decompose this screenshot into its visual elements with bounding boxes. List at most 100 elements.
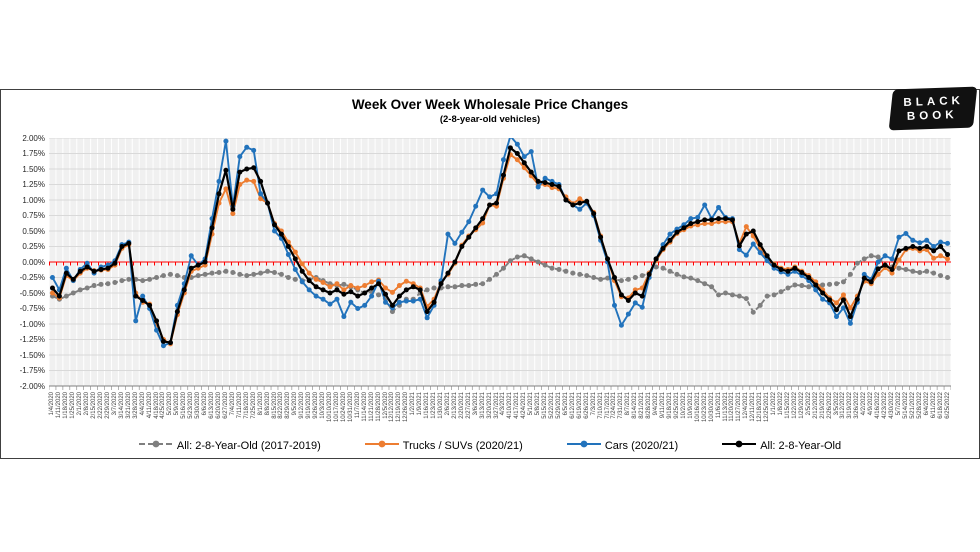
x-tick-label: 6/11/2022 (930, 392, 937, 419)
x-tick-label: 11/27/2021 (736, 392, 743, 422)
x-tick-label: 1/9/2021 (417, 392, 424, 416)
x-tick-label: 8/22/2020 (278, 392, 285, 419)
x-tick-label: 7/18/2020 (243, 392, 250, 419)
x-tick-label: 10/16/2021 (694, 392, 701, 423)
x-tick-label: 9/18/2021 (666, 392, 673, 419)
x-tick-label: 8/28/2021 (646, 392, 653, 419)
x-tick-label: 2/6/2021 (444, 392, 451, 416)
x-tick-label: 5/16/2020 (181, 392, 188, 419)
x-tick-label: 10/2/2021 (680, 392, 687, 419)
x-tick-label: 9/4/2021 (653, 392, 660, 416)
x-tick-label: 5/7/2022 (895, 392, 902, 416)
x-tick-label: 12/26/2020 (403, 392, 410, 423)
y-tick-label: 1.50% (22, 164, 45, 174)
chart-subtitle: (2-8-year-old vehicles) (439, 114, 541, 125)
x-tick-label: 3/7/2020 (111, 392, 118, 416)
y-tick-label: -0.50% (19, 288, 45, 298)
blackbook-logo: BLACK BOOK (888, 86, 978, 131)
x-tick-label: 5/30/2020 (195, 392, 202, 419)
y-tick-label: -1.00% (19, 319, 45, 329)
y-tick-label: 2.00% (22, 133, 45, 143)
x-tick-label: 5/23/2020 (188, 392, 195, 419)
x-tick-label: 8/7/2021 (625, 392, 632, 416)
x-tick-label: 1/23/2021 (431, 392, 438, 419)
x-tick-label: 1/2/2021 (410, 392, 417, 416)
x-tick-label: 11/6/2021 (715, 392, 722, 419)
x-tick-label: 7/31/2021 (618, 392, 625, 419)
x-tick-label: 10/3/2020 (320, 392, 327, 419)
y-tick-label: 0.50% (22, 226, 45, 236)
x-tick-label: 10/17/2020 (333, 392, 340, 423)
x-tick-label: 6/18/2022 (937, 392, 944, 419)
x-tick-label: 3/28/2020 (132, 392, 139, 419)
x-tick-label: 12/11/2021 (750, 392, 757, 422)
x-tick-label: 6/20/2020 (215, 392, 222, 419)
x-tick-label: 3/14/2020 (118, 392, 125, 419)
legend-item-cars: Cars (2020/21) (566, 439, 678, 452)
x-tick-label: 10/30/2021 (708, 392, 715, 423)
legend: All: 2-8-Year-Old (2017-2019) Trucks / S… (1, 439, 979, 452)
x-tick-label: 3/26/2022 (854, 392, 861, 419)
y-tick-label: 1.00% (22, 195, 45, 205)
x-tick-label: 4/17/2021 (514, 392, 521, 419)
x-tick-label: 2/26/2022 (826, 392, 833, 419)
x-tick-label: 2/15/2020 (91, 392, 98, 419)
legend-marker-orange (364, 439, 399, 452)
x-tick-label: 1/25/2020 (70, 392, 77, 419)
x-tick-label: 8/8/2020 (264, 392, 271, 416)
x-tick-label: 2/27/2021 (465, 392, 472, 419)
x-tick-label: 2/29/2020 (104, 392, 111, 419)
x-tick-label: 11/7/2020 (354, 392, 361, 419)
y-tick-label: -0.25% (19, 273, 45, 282)
x-tick-label: 4/25/2020 (160, 392, 167, 419)
x-tick-label: 1/22/2022 (791, 392, 798, 419)
x-tick-label: 1/8/2022 (778, 392, 784, 416)
x-tick-label: 9/19/2020 (306, 392, 313, 419)
x-tick-label: 1/1/2022 (771, 392, 778, 416)
x-tick-label: 9/5/2020 (292, 392, 299, 416)
chart-panel: Week Over Week Wholesale Price Changes (… (0, 89, 980, 459)
legend-marker-gray (138, 439, 173, 452)
x-tick-label: 7/24/2021 (611, 392, 618, 419)
x-tick-label: 5/28/2022 (916, 392, 923, 419)
x-tick-label: 6/4/2022 (923, 392, 930, 416)
x-tick-label: 3/19/2022 (847, 392, 854, 419)
legend-label-black: All: 2-8-Year-Old (760, 439, 842, 452)
x-tick-label: 10/24/2020 (340, 392, 347, 423)
x-tick-label: 4/16/2022 (875, 392, 882, 419)
x-tick-label: 4/23/2022 (882, 392, 889, 419)
x-tick-label: 5/15/2021 (542, 392, 549, 419)
x-tick-label: 1/18/2020 (63, 392, 70, 419)
x-tick-label: 2/13/2021 (451, 392, 458, 419)
x-tick-label: 5/22/2021 (549, 392, 556, 419)
x-tick-label: 1/29/2022 (798, 392, 805, 419)
x-tick-label: 12/25/2021 (764, 392, 771, 423)
y-tick-label: -1.25% (19, 335, 45, 344)
y-tick-label: -1.75% (19, 366, 45, 375)
x-tick-label: 11/21/2020 (368, 392, 375, 422)
x-tick-label: 5/8/2021 (535, 392, 542, 416)
x-tick-label: 1/11/2020 (56, 392, 63, 419)
x-tick-label: 11/28/2020 (375, 392, 382, 422)
x-tick-label: 6/25/2022 (944, 392, 951, 419)
x-tick-label: 2/12/2022 (812, 392, 819, 419)
x-tick-label: 4/24/2021 (521, 392, 528, 419)
x-tick-label: 4/4/2020 (139, 392, 146, 416)
logo-text-book: BOOK (906, 109, 958, 123)
x-tick-label: 12/18/2021 (757, 392, 764, 423)
legend-label-gray: All: 2-8-Year-Old (2017-2019) (176, 439, 321, 452)
x-tick-label: 2/20/2021 (458, 392, 465, 419)
x-tick-label: 3/12/2022 (840, 392, 847, 419)
x-tick-label: 6/12/2021 (569, 392, 576, 419)
x-tick-label: 7/11/2020 (236, 392, 243, 419)
x-tick-label: 4/2/2022 (861, 392, 868, 416)
x-tick-label: 9/11/2021 (660, 392, 667, 419)
x-tick-label: 3/20/2021 (486, 392, 493, 419)
x-tick-label: 2/5/2022 (805, 392, 812, 416)
x-tick-label: 8/14/2021 (632, 392, 639, 419)
x-tick-label: 4/9/2022 (868, 392, 875, 416)
x-tick-label: 7/25/2020 (250, 392, 257, 419)
x-tick-label: 6/13/2020 (209, 392, 216, 419)
x-tick-label: 5/14/2022 (902, 392, 909, 419)
x-tick-label: 6/26/2021 (583, 392, 590, 419)
